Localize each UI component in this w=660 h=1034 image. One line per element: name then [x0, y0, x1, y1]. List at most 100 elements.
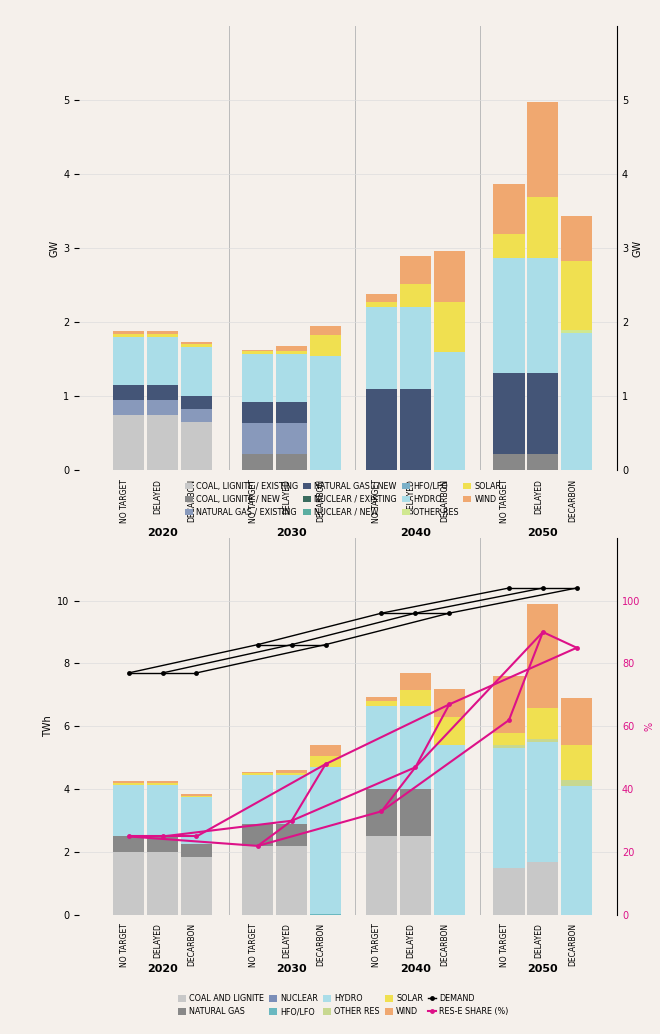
Bar [434, 746, 465, 915]
Bar [242, 352, 273, 354]
Bar [561, 215, 593, 262]
Bar [310, 335, 341, 356]
Text: DELAYED: DELAYED [154, 480, 162, 514]
Bar [400, 691, 431, 706]
Bar [147, 852, 178, 915]
Y-axis label: GW: GW [632, 240, 642, 256]
Bar [561, 746, 593, 780]
Bar [527, 257, 558, 372]
Bar [113, 334, 145, 337]
Text: 2030: 2030 [277, 964, 307, 974]
Bar [434, 251, 465, 302]
Bar [434, 302, 465, 352]
Text: NO TARGET: NO TARGET [372, 480, 381, 523]
Bar [561, 780, 593, 786]
Bar [494, 234, 525, 257]
Bar [242, 773, 273, 776]
Bar [147, 415, 178, 470]
Text: 2040: 2040 [400, 964, 431, 974]
Bar [242, 402, 273, 423]
Bar [400, 789, 431, 837]
Bar [400, 837, 431, 915]
Text: DELAYED: DELAYED [282, 480, 292, 514]
Bar [400, 389, 431, 470]
Bar [181, 797, 212, 845]
Text: NO TARGET: NO TARGET [372, 922, 381, 967]
Bar [494, 372, 525, 454]
Bar [561, 333, 593, 470]
Text: DELAYED: DELAYED [534, 480, 543, 514]
Bar [310, 913, 341, 915]
Text: DELAYED: DELAYED [407, 922, 415, 957]
Bar [527, 604, 558, 707]
Bar [310, 326, 341, 335]
Bar [113, 415, 145, 470]
Text: 2050: 2050 [527, 528, 558, 539]
Bar [366, 389, 397, 470]
Bar [147, 337, 178, 386]
Y-axis label: GW: GW [49, 240, 59, 256]
Legend: COAL AND LIGNITE, NATURAL GAS, NUCLEAR, HFO/LFO, HYDRO, OTHER RES, SOLAR, WIND, : COAL AND LIGNITE, NATURAL GAS, NUCLEAR, … [175, 992, 512, 1020]
Bar [242, 846, 273, 915]
Bar [113, 331, 145, 334]
Text: 2030: 2030 [277, 528, 307, 539]
Bar [276, 346, 308, 352]
Bar [147, 386, 178, 400]
Text: DELAYED: DELAYED [407, 480, 415, 514]
Bar [434, 352, 465, 470]
Bar [181, 396, 212, 409]
Bar [494, 733, 525, 746]
Bar [494, 868, 525, 915]
Y-axis label: TWh: TWh [43, 716, 53, 737]
Text: 2050: 2050 [527, 964, 558, 974]
Bar [113, 337, 145, 386]
Bar [366, 302, 397, 307]
Text: 2040: 2040 [400, 528, 431, 539]
Bar [147, 334, 178, 337]
Bar [527, 372, 558, 454]
Bar [276, 354, 308, 402]
Text: DECARBON: DECARBON [440, 480, 449, 522]
Bar [494, 749, 525, 868]
Bar [400, 255, 431, 283]
Text: DELAYED: DELAYED [282, 922, 292, 957]
Text: DECARBON: DECARBON [440, 922, 449, 966]
Bar [527, 102, 558, 197]
Bar [242, 349, 273, 352]
Text: NO TARGET: NO TARGET [119, 480, 129, 523]
Bar [434, 717, 465, 746]
Bar [400, 283, 431, 307]
Bar [181, 794, 212, 795]
Text: DECARBON: DECARBON [317, 922, 325, 966]
Bar [181, 344, 212, 347]
Bar [527, 197, 558, 257]
Bar [181, 845, 212, 857]
Text: DECARBON: DECARBON [317, 480, 325, 522]
Bar [400, 673, 431, 691]
Bar [310, 746, 341, 756]
Bar [181, 857, 212, 915]
Bar [147, 837, 178, 852]
Bar [276, 402, 308, 423]
Bar [527, 861, 558, 915]
Bar [147, 331, 178, 334]
Bar [527, 454, 558, 470]
Bar [181, 409, 212, 422]
Bar [366, 837, 397, 915]
Bar [494, 257, 525, 372]
Bar [276, 846, 308, 915]
Bar [561, 262, 593, 330]
Bar [561, 786, 593, 915]
Bar [366, 789, 397, 837]
Bar [561, 330, 593, 333]
Bar [561, 698, 593, 746]
Bar [242, 454, 273, 470]
Bar [181, 341, 212, 344]
Bar [310, 356, 341, 470]
Y-axis label: %: % [645, 722, 655, 731]
Bar [276, 769, 308, 773]
Bar [113, 400, 145, 415]
Bar [527, 739, 558, 742]
Bar [366, 701, 397, 706]
Text: DECARBON: DECARBON [568, 480, 577, 522]
